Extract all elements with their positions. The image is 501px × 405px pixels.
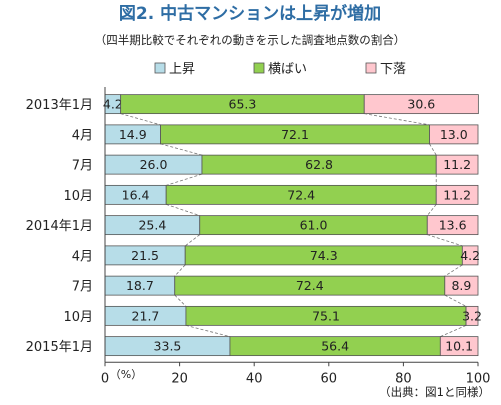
connector-line: [166, 173, 203, 186]
bar-segment: [429, 124, 479, 145]
data-label: 74.3: [310, 248, 338, 263]
category-label: 10月: [63, 189, 93, 204]
x-tick-label: 20: [171, 371, 188, 386]
data-label: 72.4: [296, 278, 324, 293]
data-label: 61.0: [300, 218, 328, 233]
data-label: 26.0: [140, 157, 168, 172]
x-tick-label: 60: [321, 371, 338, 386]
connector-line: [429, 143, 437, 156]
bar-segment: [426, 215, 479, 236]
x-axis-unit: （%）: [110, 368, 142, 381]
data-label: 3.2: [462, 308, 482, 323]
connector-line: [174, 264, 186, 277]
connector-line: [120, 113, 161, 126]
x-tick-label: 100: [466, 371, 491, 386]
connector-line: [166, 203, 200, 217]
bar-segment: [465, 305, 479, 326]
data-label: 16.4: [122, 187, 150, 202]
legend-swatch: [154, 62, 166, 74]
legend-swatch: [365, 62, 377, 74]
connector-line: [444, 264, 463, 277]
connector-lines: [120, 113, 467, 338]
bar-segment: [439, 336, 479, 357]
data-label: 4.2: [103, 97, 123, 112]
data-label: 13.0: [440, 127, 468, 142]
connector-line: [160, 143, 203, 156]
category-label: 2015年1月: [26, 340, 93, 355]
data-label: 65.3: [229, 97, 257, 112]
data-label: 11.2: [443, 157, 471, 172]
bar-segment: [435, 154, 479, 175]
data-label: 8.9: [451, 278, 471, 293]
data-label: 18.7: [126, 278, 154, 293]
connector-line: [185, 324, 231, 338]
connector-line: [444, 294, 467, 307]
connector-line: [184, 234, 200, 247]
data-label: 30.6: [407, 97, 435, 112]
data-label: 14.9: [119, 127, 147, 142]
connector-line: [440, 325, 467, 337]
category-label: 10月: [63, 310, 93, 325]
data-label: 10.1: [445, 339, 473, 354]
category-label: 7月: [72, 280, 93, 295]
data-label: 62.8: [305, 157, 333, 172]
x-tick-label: 80: [395, 371, 412, 386]
data-label: 75.1: [312, 308, 340, 323]
category-label: 2013年1月: [26, 98, 93, 113]
legend-label: 横ばい: [268, 62, 307, 77]
category-label: 4月: [72, 128, 93, 143]
bar-segment: [444, 275, 479, 296]
x-tick-label: 40: [246, 371, 263, 386]
legend: 上昇 横ばい 下落: [154, 62, 406, 77]
category-label: 4月: [72, 249, 93, 264]
x-axis: 0 20 40 60 80 100: [101, 87, 491, 386]
category-label: 2014年1月: [26, 219, 93, 234]
source-note: （出典：図1と同様）: [379, 385, 490, 399]
data-label: 72.4: [287, 187, 315, 202]
data-label: 72.1: [281, 127, 309, 142]
data-label: 33.5: [154, 339, 182, 354]
x-tick-label: 0: [101, 371, 109, 386]
connector-line: [426, 204, 437, 216]
data-label: 11.2: [443, 187, 471, 202]
data-label: 25.4: [138, 218, 166, 233]
category-label: 7月: [72, 159, 93, 174]
legend-label: 上昇: [169, 62, 195, 77]
data-label: 56.4: [321, 339, 349, 354]
data-label: 21.5: [131, 248, 159, 263]
chart-subtitle: （四半期比較でそれぞれの動きを示した調査地点数の割合）: [95, 33, 406, 47]
bars: 4.2 65.3 30.6 14.9 72.1 13.0 26.0 62.8 11.2 16.4 7…: [103, 94, 482, 357]
connector-line: [174, 294, 187, 307]
bar-segment: [461, 245, 479, 266]
legend-label: 下落: [380, 62, 406, 77]
legend-swatch: [253, 62, 265, 74]
category-labels: 2013年1月 4月 7月 10月 2014年1月 4月 7月 10月 2015年1月: [26, 98, 93, 355]
chart-title: 図2. 中古マンションは上昇が増加: [119, 3, 381, 24]
bar-segment: [435, 184, 479, 205]
connector-line: [427, 234, 463, 247]
data-label: 21.7: [132, 308, 160, 323]
bar-segment: [363, 94, 479, 115]
data-label: 4.2: [460, 248, 480, 263]
connector-line: [364, 113, 430, 126]
data-label: 13.6: [439, 218, 467, 233]
